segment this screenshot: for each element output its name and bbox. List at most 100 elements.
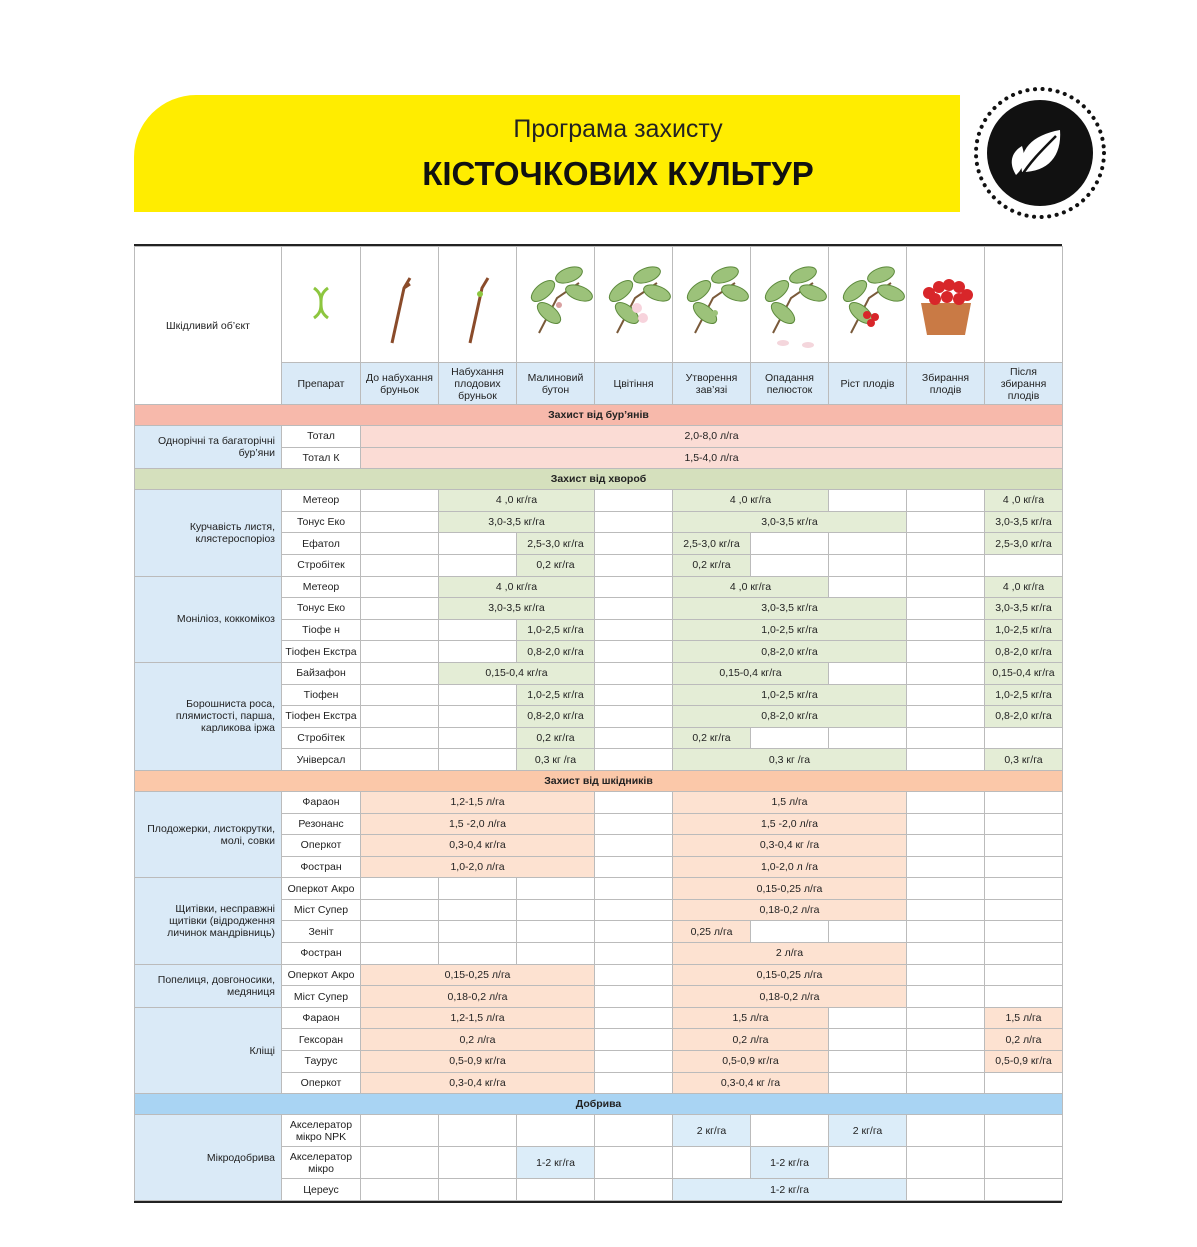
product-cell: Тонус Еко xyxy=(281,510,361,534)
row: Акселератор мікро 1-2 кг/га 1-2 кг/га xyxy=(135,1146,1063,1180)
stage-image xyxy=(594,246,673,363)
dose-cell: 3,0-3,5 кг/га xyxy=(438,597,595,620)
row: Плодожерки, листокрутки, молі, совки Фара… xyxy=(134,790,1063,879)
row: Однорічні та багаторічні бур’яни Тотал 2,0… xyxy=(134,424,1063,470)
stage-label: Цвітіння xyxy=(594,362,673,405)
dose-cell: 1,0-2,5 кг/га xyxy=(672,683,907,707)
empty-cell xyxy=(906,597,985,620)
empty-cell xyxy=(984,1146,1063,1180)
stage-label: Ріст плодів xyxy=(828,362,907,405)
empty-cell xyxy=(828,1071,907,1095)
dose-cell: 1,0-2,5 кг/га xyxy=(672,618,907,642)
stage-label: Збирання плодів xyxy=(906,362,985,405)
product-cell: Оперкот xyxy=(281,1071,361,1095)
product-cell: Тонус Еко xyxy=(281,597,361,620)
title-banner xyxy=(134,95,1014,212)
empty-cell xyxy=(594,790,673,814)
empty-cell xyxy=(984,1114,1063,1148)
dose-cell: 1,2-1,5 л/га xyxy=(360,790,595,814)
dna-icon xyxy=(313,286,329,320)
empty-cell xyxy=(906,640,985,663)
stage-label: Опадання пелюсток xyxy=(750,362,829,405)
empty-cell xyxy=(438,1146,517,1180)
empty-cell xyxy=(906,618,985,642)
dose-cell: 0,15-0,25 л/га xyxy=(360,963,595,987)
empty-cell xyxy=(594,1006,673,1030)
dose-cell: 2 кг/га xyxy=(672,1114,751,1148)
empty-cell xyxy=(516,920,595,944)
dose-cell: 1,5 -2,0 л/га xyxy=(360,812,595,836)
dose-cell: 0,3 кг/га xyxy=(984,748,1063,771)
empty-cell xyxy=(906,510,985,534)
product-cell: Тотал К xyxy=(281,446,361,470)
dose-cell: 0,8-2,0 кг/га xyxy=(984,705,1063,728)
table: Шкідливий об’єкт Препарат До набухання бру… xyxy=(134,246,1063,1201)
dose-cell: 4 ,0 кг/га xyxy=(438,575,595,599)
empty-cell xyxy=(360,597,439,620)
product-cell: Тіофен Екстра xyxy=(281,705,361,728)
dose-cell: 1-2 кг/га xyxy=(516,1146,595,1180)
empty-cell xyxy=(906,1050,985,1073)
empty-cell xyxy=(594,834,673,857)
row: Тіофе н 1,0-2,5 кг/га 1,0-2,5 кг/га 1,0-2,5… xyxy=(135,618,1063,642)
empty-cell xyxy=(594,618,673,642)
empty-cell xyxy=(906,1028,985,1052)
empty-cell xyxy=(984,726,1063,750)
empty-cell xyxy=(828,1028,907,1052)
empty-cell xyxy=(360,532,439,555)
dose-cell: 3,0-3,5 кг/га xyxy=(438,510,595,534)
empty-cell xyxy=(438,618,517,642)
empty-cell xyxy=(594,942,673,965)
empty-cell xyxy=(672,1146,751,1180)
empty-cell xyxy=(438,705,517,728)
empty-cell xyxy=(594,920,673,944)
dose-cell: 0,2 кг/га xyxy=(672,553,751,577)
empty-cell xyxy=(360,640,439,663)
stage-image xyxy=(984,246,1063,363)
object-cell: Моніліоз, коккомікоз xyxy=(134,575,282,663)
empty-cell xyxy=(984,855,1063,879)
empty-cell xyxy=(594,1146,673,1180)
product-cell: Фостран xyxy=(281,942,361,965)
empty-cell xyxy=(360,898,439,922)
product-cell: Цереус xyxy=(281,1178,361,1201)
empty-cell xyxy=(516,1178,595,1201)
empty-cell xyxy=(360,661,439,685)
object-cell: Кліщі xyxy=(134,1006,282,1095)
dose-cell: 0,3-0,4 кг /га xyxy=(672,834,907,857)
product-cell: Акселератор мікро xyxy=(281,1146,361,1180)
empty-cell xyxy=(360,942,439,965)
product-header: Препарат xyxy=(281,362,361,405)
empty-cell xyxy=(906,683,985,707)
dose-cell: 2,5-3,0 кг/га xyxy=(672,532,751,555)
row: Резонанс 1,5 -2,0 л/га 1,5 -2,0 л/га xyxy=(135,812,1063,836)
empty-cell xyxy=(594,1028,673,1052)
dose-cell: 0,3-0,4 кг /га xyxy=(672,1071,829,1095)
row: Стробітек 0,2 кг/га 0,2 кг/га xyxy=(135,553,1063,577)
dose-cell: 1-2 кг/га xyxy=(672,1178,907,1201)
row: Таурус 0,5-0,9 кг/га 0,5-0,9 кг/га 0,5-0,9 … xyxy=(135,1050,1063,1073)
illustration xyxy=(468,277,489,344)
dose-cell: 4 ,0 кг/га xyxy=(672,489,829,512)
empty-cell xyxy=(906,963,985,987)
empty-cell xyxy=(594,812,673,836)
dose-cell: 1,0-2,5 кг/га xyxy=(984,618,1063,642)
empty-cell xyxy=(828,575,907,599)
dose-cell: 0,2 кг/га xyxy=(516,726,595,750)
row: Борошниста роса, плямистості, парша, кар… xyxy=(134,661,1063,771)
dose-cell: 3,0-3,5 кг/га xyxy=(672,597,907,620)
dose-cell: 0,18-0,2 л/га xyxy=(360,985,595,1008)
dose-cell: 1,5 л/га xyxy=(672,790,907,814)
empty-cell xyxy=(360,1146,439,1180)
empty-cell xyxy=(438,898,517,922)
dose-cell: 2,5-3,0 кг/га xyxy=(516,532,595,555)
empty-cell xyxy=(594,553,673,577)
stage-label: До набухання бруньок xyxy=(360,362,439,405)
empty-cell xyxy=(438,877,517,900)
protection-table: Шкідливий об’єкт Препарат До набухання бру… xyxy=(134,244,1063,1203)
empty-cell xyxy=(828,532,907,555)
empty-cell xyxy=(438,726,517,750)
row: Універсал 0,3 кг /га 0,3 кг /га 0,3 кг/га xyxy=(135,748,1063,771)
dose-cell: 4 ,0 кг/га xyxy=(438,489,595,512)
dose-cell: 0,2 кг/га xyxy=(672,726,751,750)
